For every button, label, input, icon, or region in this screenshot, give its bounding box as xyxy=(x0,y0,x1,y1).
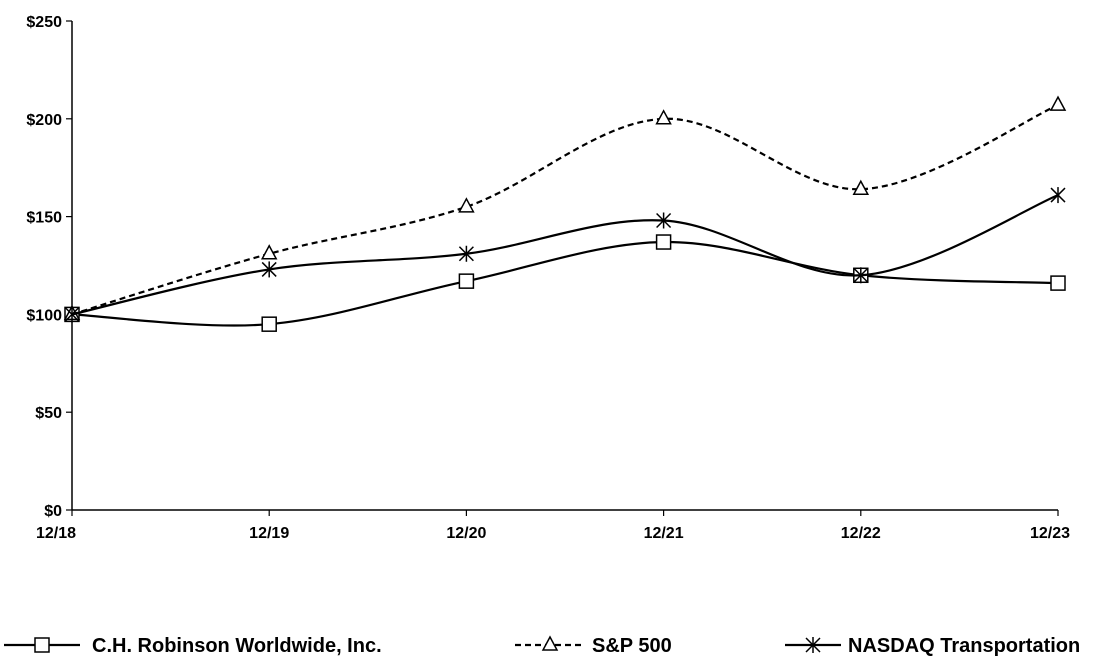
data-point-marker xyxy=(656,212,672,229)
series-triangle xyxy=(63,95,1067,321)
series-square xyxy=(64,234,1066,332)
legend-marker-swatch xyxy=(541,635,559,651)
legend-marker-swatch xyxy=(34,637,50,653)
series-line xyxy=(71,194,1059,316)
y-tick-label: $200 xyxy=(26,112,62,129)
series-line xyxy=(71,104,1059,316)
data-point-marker xyxy=(458,273,475,289)
data-point-marker xyxy=(655,234,672,250)
data-point-marker xyxy=(1050,275,1066,291)
series-line xyxy=(71,240,1059,327)
data-point-marker xyxy=(1050,187,1066,204)
legend-item: C.H. Robinson Worldwide, Inc. xyxy=(4,635,382,657)
chart-series xyxy=(63,95,1067,332)
x-tick-label: 12/23 xyxy=(1030,525,1070,542)
y-tick-label: $250 xyxy=(26,14,62,31)
x-tick-label: 12/20 xyxy=(446,525,486,542)
data-point-marker xyxy=(458,245,474,262)
legend-label: S&P 500 xyxy=(592,635,672,657)
legend-label: NASDAQ Transportation xyxy=(848,635,1080,657)
data-point-marker xyxy=(853,267,869,284)
legend-label: C.H. Robinson Worldwide, Inc. xyxy=(92,635,382,657)
y-tick-label: $100 xyxy=(26,307,62,324)
chart-axes: $0 $50 $100 $150 $200 $250 12/18 12/19 12/20 12/2… xyxy=(26,14,1070,542)
data-point-marker xyxy=(64,306,80,323)
x-tick-label: 12/21 xyxy=(644,525,684,542)
y-tick-label: $50 xyxy=(35,405,62,422)
data-point-marker xyxy=(261,261,277,278)
data-point-marker xyxy=(852,179,870,195)
legend-item: S&P 500 xyxy=(515,635,672,657)
data-point-marker xyxy=(260,244,278,260)
data-point-marker xyxy=(458,197,475,213)
legend-item: NASDAQ Transportation xyxy=(785,635,1080,657)
x-tick-label: 12/22 xyxy=(841,525,881,542)
series-asterisk xyxy=(64,187,1066,323)
legend-marker-swatch xyxy=(805,637,821,653)
data-point-marker xyxy=(261,316,277,332)
x-tick-label: 12/18 xyxy=(36,525,76,542)
x-tick-label: 12/19 xyxy=(249,525,289,542)
data-point-marker xyxy=(1049,95,1067,111)
data-point-marker xyxy=(655,109,672,125)
y-tick-label: $150 xyxy=(26,210,62,227)
chart-legend: C.H. Robinson Worldwide, Inc. S&P 500 NASD… xyxy=(4,635,1080,657)
y-tick-label: $0 xyxy=(44,503,62,520)
